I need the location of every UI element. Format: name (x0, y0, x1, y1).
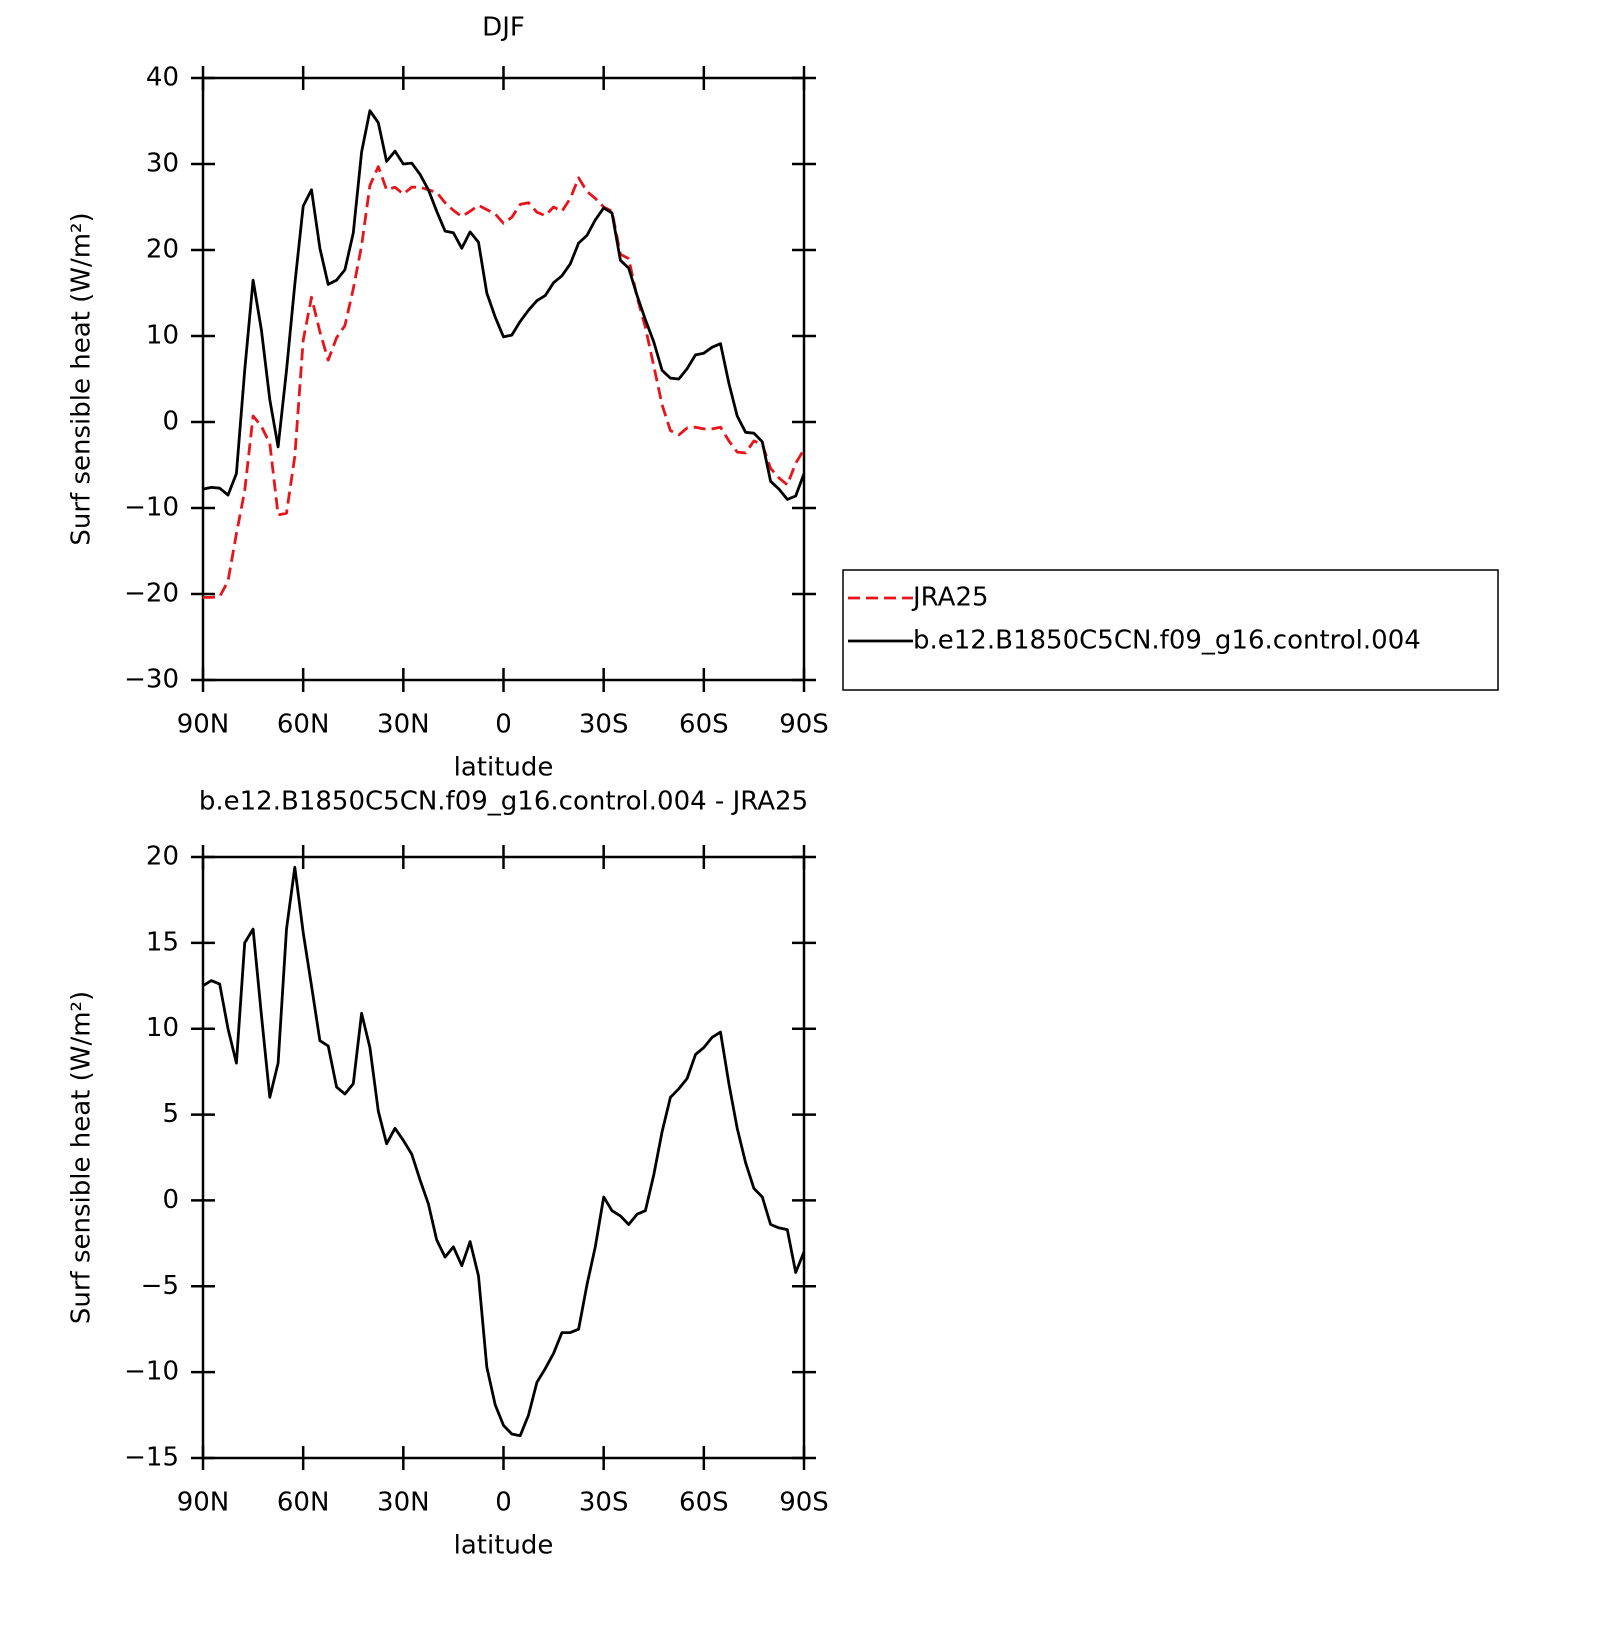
x-axis-label: latitude (454, 753, 554, 783)
plot-frame (201, 855, 806, 1460)
x-tick-label: 90N (177, 1488, 230, 1518)
y-tick-label: 10 (146, 321, 179, 351)
y-tick-label: −30 (124, 665, 179, 695)
x-tick-label: 60N (277, 710, 330, 740)
data-line (202, 865, 806, 1438)
x-tick-label: 60S (679, 710, 729, 740)
legend: JRA25 b.e12.B1850C5CN.f09_g16.control.004 (842, 569, 1499, 691)
x-tick-label: 30N (377, 1488, 430, 1518)
legend-box (842, 569, 1499, 691)
x-tick-label: 90N (177, 710, 230, 740)
y-tick-label: −10 (124, 1357, 179, 1387)
y-tick-label: 20 (146, 235, 179, 265)
y-tick-label: 15 (146, 927, 179, 957)
y-tick-label: 0 (162, 407, 179, 437)
x-tick-label: 90S (779, 710, 829, 740)
data-line (203, 165, 806, 599)
x-tick-label: 30S (579, 710, 629, 740)
y-tick-label: 30 (146, 149, 179, 179)
y-axis-label: Surf sensible heat (W/m²) (67, 991, 97, 1324)
x-tick-label: 60S (679, 1488, 729, 1518)
y-tick-label: −15 (124, 1443, 179, 1473)
legend-label: b.e12.B1850C5CN.f09_g16.control.004 (913, 626, 1421, 656)
x-tick-label: 0 (495, 1488, 512, 1518)
chart-title: DJF (482, 13, 525, 43)
x-axis-label: latitude (454, 1531, 554, 1561)
y-tick-label: 5 (162, 1099, 179, 1129)
y-tick-label: 40 (146, 63, 179, 93)
chart-title: b.e12.B1850C5CN.f09_g16.control.004 - JR… (199, 787, 808, 817)
y-tick-label: −5 (141, 1271, 179, 1301)
y-tick-label: −20 (124, 579, 179, 609)
y-tick-label: 10 (146, 1013, 179, 1043)
x-tick-label: 30N (377, 710, 430, 740)
y-axis-label: Surf sensible heat (W/m²) (67, 212, 97, 545)
data-line (202, 109, 806, 501)
plot-frame (201, 76, 806, 682)
x-tick-label: 60N (277, 1488, 330, 1518)
y-tick-label: −10 (124, 493, 179, 523)
x-tick-label: 90S (779, 1488, 829, 1518)
legend-label: JRA25 (911, 583, 989, 613)
x-tick-label: 0 (495, 710, 512, 740)
x-tick-label: 30S (579, 1488, 629, 1518)
y-tick-label: 20 (146, 842, 179, 872)
y-tick-label: 0 (162, 1185, 179, 1215)
